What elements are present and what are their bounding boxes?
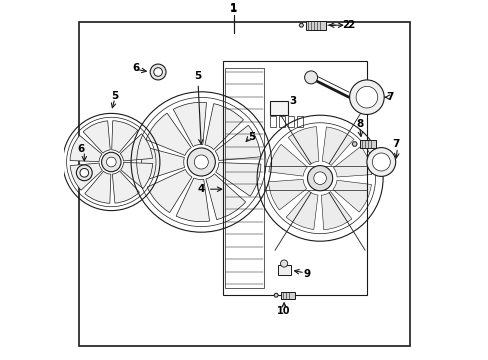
Text: 7: 7 xyxy=(391,139,399,149)
Wedge shape xyxy=(332,180,370,212)
Bar xyxy=(224,68,264,288)
Wedge shape xyxy=(121,162,152,189)
Wedge shape xyxy=(120,134,152,161)
Bar xyxy=(280,292,294,299)
Polygon shape xyxy=(273,293,278,297)
Bar xyxy=(278,116,285,127)
Circle shape xyxy=(371,153,389,171)
Wedge shape xyxy=(322,127,353,165)
Circle shape xyxy=(150,64,166,80)
Circle shape xyxy=(106,157,116,167)
Text: 3: 3 xyxy=(282,96,296,106)
Bar xyxy=(269,101,287,115)
Wedge shape xyxy=(111,121,138,153)
Text: 6: 6 xyxy=(77,144,84,154)
Text: 2: 2 xyxy=(341,20,348,30)
Text: 7: 7 xyxy=(386,92,393,102)
Circle shape xyxy=(280,260,287,267)
Bar xyxy=(277,265,290,275)
Wedge shape xyxy=(321,192,351,230)
Circle shape xyxy=(102,152,121,172)
Bar xyxy=(269,116,276,127)
Text: 1: 1 xyxy=(230,4,237,14)
Circle shape xyxy=(194,155,208,169)
Circle shape xyxy=(313,172,325,184)
Circle shape xyxy=(355,86,377,108)
Text: 10: 10 xyxy=(277,306,290,316)
Wedge shape xyxy=(333,147,371,177)
Wedge shape xyxy=(142,147,184,180)
Text: 5: 5 xyxy=(111,91,118,101)
Bar xyxy=(305,21,325,30)
Wedge shape xyxy=(204,104,243,150)
Circle shape xyxy=(366,148,395,176)
Bar xyxy=(359,140,375,148)
Wedge shape xyxy=(70,135,102,162)
Wedge shape xyxy=(70,163,102,190)
Wedge shape xyxy=(288,127,318,165)
Text: 2: 2 xyxy=(346,20,354,30)
Wedge shape xyxy=(173,102,206,147)
Circle shape xyxy=(307,166,332,191)
Wedge shape xyxy=(268,179,306,210)
Circle shape xyxy=(187,148,215,176)
Wedge shape xyxy=(176,178,209,222)
Polygon shape xyxy=(351,142,356,146)
Wedge shape xyxy=(215,163,261,196)
Text: 4: 4 xyxy=(197,184,221,194)
Circle shape xyxy=(304,71,317,84)
Polygon shape xyxy=(299,23,303,27)
Wedge shape xyxy=(84,171,111,203)
Circle shape xyxy=(80,168,88,177)
Text: 6: 6 xyxy=(133,63,140,73)
Circle shape xyxy=(76,165,92,181)
Text: 9: 9 xyxy=(304,269,310,279)
Wedge shape xyxy=(215,125,260,161)
Wedge shape xyxy=(146,113,191,156)
Text: 1: 1 xyxy=(230,3,237,13)
Bar xyxy=(296,116,303,127)
Wedge shape xyxy=(205,174,245,220)
Circle shape xyxy=(349,80,384,114)
Bar xyxy=(287,116,294,127)
Text: 5: 5 xyxy=(194,71,203,144)
Wedge shape xyxy=(112,171,139,203)
Wedge shape xyxy=(285,191,317,229)
Wedge shape xyxy=(268,144,306,176)
Circle shape xyxy=(153,68,162,76)
Wedge shape xyxy=(147,170,192,213)
Text: 8: 8 xyxy=(355,119,363,129)
Wedge shape xyxy=(83,121,110,153)
Text: 5: 5 xyxy=(247,132,255,143)
